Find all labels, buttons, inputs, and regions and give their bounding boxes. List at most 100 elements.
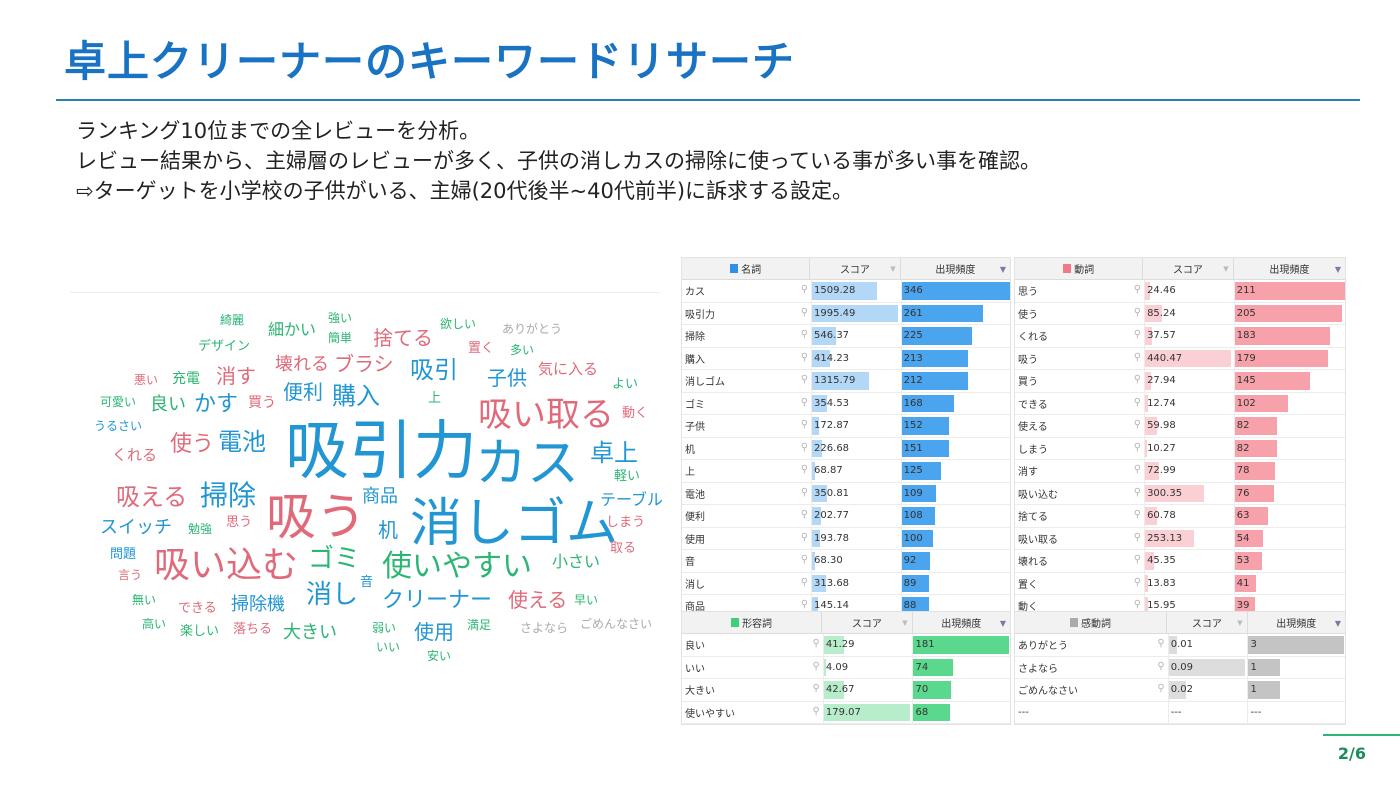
search-icon[interactable]: ⚲ — [812, 683, 820, 694]
cloud-word: 充電 — [172, 371, 200, 387]
search-icon[interactable]: ⚲ — [1133, 464, 1142, 475]
table-row[interactable]: できる ⚲ 12.74 102 — [1015, 392, 1345, 415]
table-row[interactable]: 掃除 ⚲ 546.37 225 — [682, 325, 1010, 348]
table-row[interactable]: 上 ⚲ 68.87 125 — [682, 460, 1010, 483]
table-row[interactable]: 吸い取る ⚲ 253.13 54 — [1015, 527, 1345, 550]
table-row[interactable]: いい ⚲ 4.09 74 — [682, 656, 1010, 679]
search-icon[interactable]: ⚲ — [1133, 486, 1142, 498]
search-icon[interactable]: ⚲ — [1133, 419, 1142, 430]
search-icon[interactable]: ⚲ — [800, 396, 809, 408]
search-icon[interactable]: ⚲ — [800, 351, 809, 363]
search-icon[interactable]: ⚲ — [800, 576, 809, 588]
search-icon[interactable]: ⚲ — [1133, 531, 1142, 543]
search-icon[interactable]: ⚲ — [1157, 683, 1165, 694]
cloud-word: 吸引力 — [285, 415, 477, 489]
table-row[interactable]: ありがとう ⚲ 0.01 3 — [1015, 634, 1345, 657]
column-header-label: 出現頻度 — [1276, 619, 1317, 630]
table-row[interactable]: 置く ⚲ 13.83 41 — [1015, 572, 1345, 595]
search-icon[interactable]: ⚲ — [1133, 284, 1142, 295]
sort-icon[interactable]: ▼ — [890, 264, 896, 273]
table-row[interactable]: 捨てる ⚲ 60.78 63 — [1015, 505, 1345, 528]
search-icon[interactable]: ⚲ — [1133, 441, 1142, 453]
table-row[interactable]: カス ⚲ 1509.28 346 — [682, 280, 1010, 303]
filter-icon[interactable]: ▼ — [999, 265, 1006, 274]
sort-icon[interactable]: ▼ — [1223, 264, 1229, 273]
search-icon[interactable]: ⚲ — [800, 419, 809, 430]
table-row[interactable]: 子供 ⚲ 172.87 152 — [682, 415, 1010, 438]
table-row[interactable]: 音 ⚲ 68.30 92 — [682, 550, 1010, 573]
table-row[interactable]: さよなら ⚲ 0.09 1 — [1015, 656, 1345, 679]
table-row[interactable]: 吸い込む ⚲ 300.35 76 — [1015, 482, 1345, 505]
table-row[interactable]: しまう ⚲ 10.27 82 — [1015, 437, 1345, 460]
column-header[interactable]: スコア ▼ — [810, 258, 901, 279]
table-row[interactable]: 電池 ⚲ 350.81 109 — [682, 482, 1010, 505]
table-row[interactable]: 買う ⚲ 27.94 145 — [1015, 370, 1345, 393]
search-icon[interactable]: ⚲ — [800, 554, 809, 565]
frequency-cell: 346 — [901, 280, 1010, 302]
table-row[interactable]: 吸引力 ⚲ 1995.49 261 — [682, 302, 1010, 325]
column-header[interactable]: 出現頻度 ▼ — [901, 258, 1010, 279]
search-icon[interactable]: ⚲ — [1157, 660, 1165, 672]
search-icon[interactable]: ⚲ — [800, 329, 809, 340]
table-row[interactable]: 良い ⚲ 41.29 181 — [682, 634, 1010, 657]
filter-icon[interactable]: ▼ — [999, 619, 1006, 628]
table-row[interactable]: 机 ⚲ 226.68 151 — [682, 437, 1010, 460]
search-icon[interactable]: ⚲ — [1133, 329, 1142, 340]
column-header[interactable]: 名詞 — [682, 258, 811, 279]
table-row[interactable]: --- --- --- — [1015, 701, 1345, 724]
table-row[interactable]: 使える ⚲ 59.98 82 — [1015, 415, 1345, 438]
column-header[interactable]: スコア ▼ — [822, 612, 913, 633]
search-icon[interactable]: ⚲ — [800, 374, 809, 385]
sort-icon[interactable]: ▼ — [902, 618, 908, 627]
table-row[interactable]: くれる ⚲ 37.57 183 — [1015, 325, 1345, 348]
search-icon[interactable]: ⚲ — [1133, 576, 1142, 588]
search-icon[interactable]: ⚲ — [800, 306, 809, 318]
table-row[interactable]: 使う ⚲ 85.24 205 — [1015, 302, 1345, 325]
table-row[interactable]: 使用 ⚲ 193.78 100 — [682, 527, 1010, 550]
search-icon[interactable]: ⚲ — [812, 705, 820, 717]
table-row[interactable]: 購入 ⚲ 414.23 213 — [682, 347, 1010, 370]
table-row[interactable]: ゴミ ⚲ 354.53 168 — [682, 392, 1010, 415]
table-row[interactable]: 吸う ⚲ 440.47 179 — [1015, 347, 1345, 370]
search-icon[interactable]: ⚲ — [1133, 306, 1142, 318]
column-header[interactable]: 出現頻度 ▼ — [1234, 258, 1345, 279]
search-icon[interactable]: ⚲ — [800, 464, 809, 475]
score-bar — [812, 304, 899, 322]
table-row[interactable]: 大きい ⚲ 42.67 70 — [682, 679, 1010, 702]
column-header[interactable]: 出現頻度 ▼ — [913, 612, 1010, 633]
search-icon[interactable]: ⚲ — [800, 599, 809, 610]
search-icon[interactable]: ⚲ — [800, 441, 809, 453]
table-row[interactable]: 使いやすい ⚲ 179.07 68 — [682, 701, 1010, 724]
filter-icon[interactable]: ▼ — [1334, 265, 1341, 274]
search-icon[interactable]: ⚲ — [800, 486, 809, 498]
column-header[interactable]: 感動詞 — [1015, 612, 1168, 633]
score-cell: 10.27 — [1145, 437, 1235, 459]
search-icon[interactable]: ⚲ — [800, 284, 809, 295]
table-row[interactable]: 消し ⚲ 313.68 89 — [682, 572, 1010, 595]
search-icon[interactable]: ⚲ — [1157, 638, 1165, 649]
search-icon[interactable]: ⚲ — [1133, 396, 1142, 408]
column-header[interactable]: 出現頻度 ▼ — [1248, 612, 1345, 633]
column-header[interactable]: スコア ▼ — [1143, 258, 1234, 279]
table-row[interactable]: ごめんなさい ⚲ 0.02 1 — [1015, 679, 1345, 702]
column-header[interactable]: 形容詞 — [682, 612, 823, 633]
search-icon[interactable]: ⚲ — [812, 638, 820, 649]
search-icon[interactable]: ⚲ — [800, 509, 809, 520]
search-icon[interactable]: ⚲ — [1133, 351, 1142, 363]
table-row[interactable]: 思う ⚲ 24.46 211 — [1015, 280, 1345, 303]
table-row[interactable]: 消しゴム ⚲ 1315.79 212 — [682, 370, 1010, 393]
filter-icon[interactable]: ▼ — [1334, 619, 1341, 628]
search-icon[interactable]: ⚲ — [1133, 554, 1142, 565]
table-row[interactable]: 消す ⚲ 72.99 78 — [1015, 460, 1345, 483]
table-row[interactable]: 壊れる ⚲ 45.35 53 — [1015, 550, 1345, 573]
sort-icon[interactable]: ▼ — [1237, 618, 1243, 627]
score-value: 0.01 — [1170, 639, 1193, 651]
search-icon[interactable]: ⚲ — [1133, 599, 1142, 610]
search-icon[interactable]: ⚲ — [800, 531, 809, 543]
search-icon[interactable]: ⚲ — [1133, 374, 1142, 385]
table-row[interactable]: 便利 ⚲ 202.77 108 — [682, 505, 1010, 528]
column-header[interactable]: スコア ▼ — [1167, 612, 1248, 633]
search-icon[interactable]: ⚲ — [812, 660, 820, 672]
column-header[interactable]: 動詞 — [1015, 258, 1144, 279]
search-icon[interactable]: ⚲ — [1133, 509, 1142, 520]
